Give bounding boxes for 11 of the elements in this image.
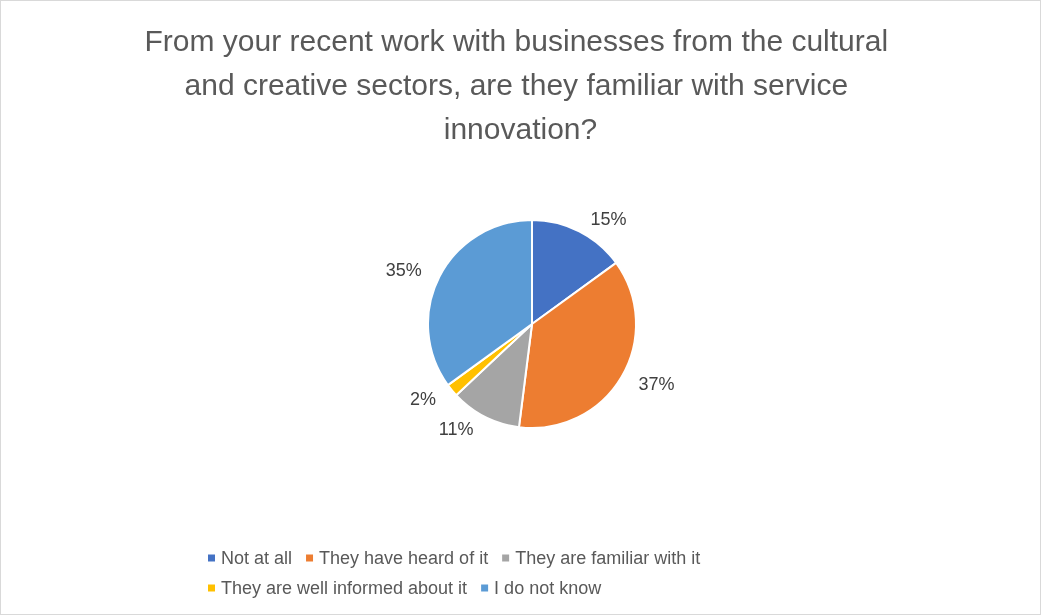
legend-label: They have heard of it xyxy=(319,548,489,568)
data-label: 15% xyxy=(590,208,627,229)
data-label: 37% xyxy=(638,374,675,395)
legend-label: Not at all xyxy=(221,548,293,568)
legend-label: They are well informed about it xyxy=(221,578,468,598)
data-label: 2% xyxy=(410,389,437,410)
data-label: 35% xyxy=(385,260,422,281)
legend-label: I do not know xyxy=(494,578,603,598)
data-label: 11% xyxy=(438,419,474,440)
chart-title: From your recent work with businesses from the cultural and creative sectors, are they familiar with service innovation? xyxy=(144,23,897,145)
legend-label: They are familiar with it xyxy=(515,548,701,568)
